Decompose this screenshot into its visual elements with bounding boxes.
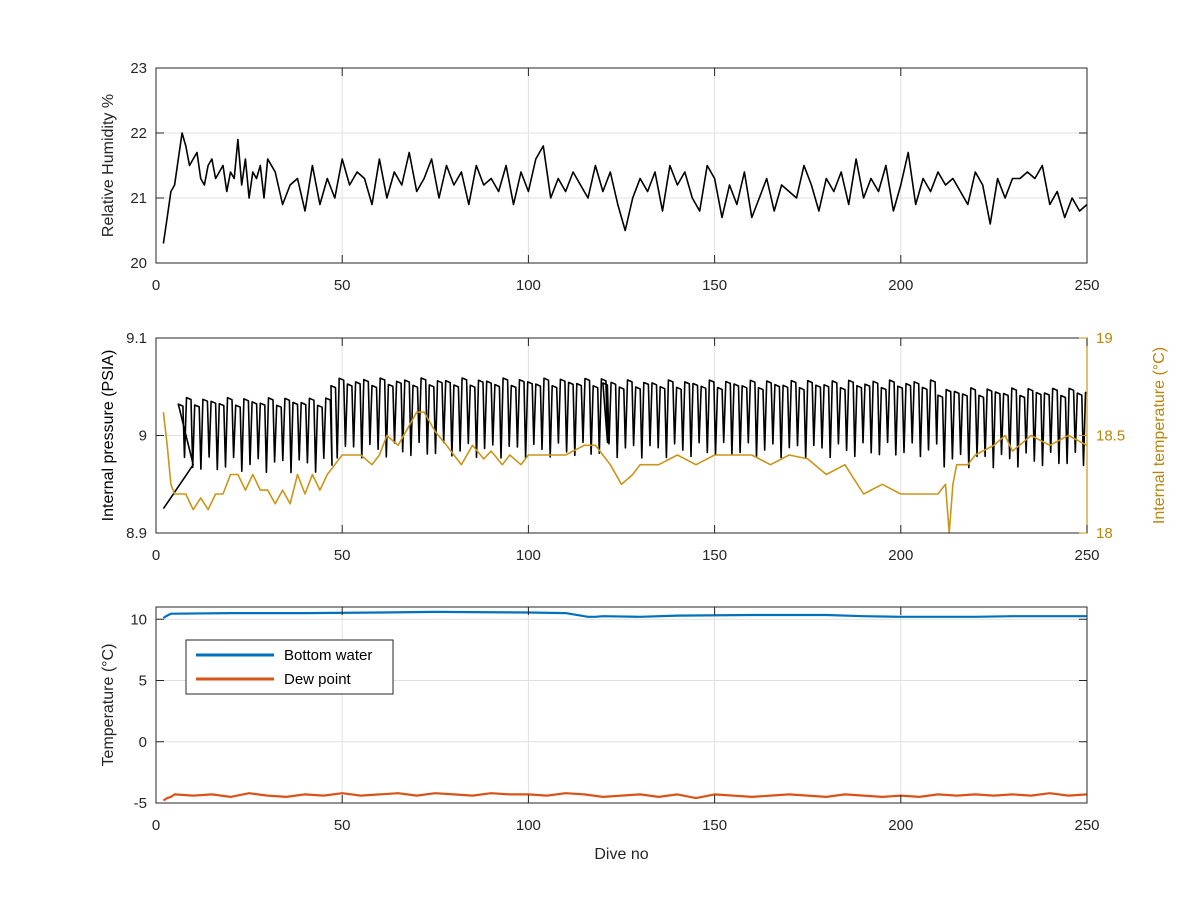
x-tick-label: 150	[702, 277, 727, 294]
legend: Bottom water Dew point	[185, 639, 394, 695]
x-tick-label: 200	[888, 547, 913, 564]
x-tick-label: 200	[888, 277, 913, 294]
series-group	[162, 610, 1087, 802]
y-tick-label: 8.9	[126, 525, 147, 542]
x-tick-label: 0	[152, 277, 160, 294]
y-tick-label: 9.1	[126, 330, 147, 347]
right-y-tick-label: 19	[1096, 330, 1113, 347]
y-tick-label: 23	[130, 60, 147, 77]
y-tick-label: 5	[139, 673, 147, 690]
x-tick-label: 50	[334, 547, 351, 564]
series-line-bottom-water	[162, 610, 1087, 619]
x-tick-label: 100	[516, 817, 541, 834]
axes-frame	[155, 67, 1088, 264]
y-tick-label: 10	[130, 611, 147, 628]
axes-frame	[155, 606, 1088, 804]
water-temperature-panel: 0 50 100 150 200 250 -5 0 5 10 Temperature (°C) Div…	[100, 606, 1100, 863]
legend-box	[185, 639, 394, 695]
y-tick-label: 0	[139, 734, 147, 751]
x-tick-label: 150	[702, 817, 727, 834]
x-tick-label: 0	[152, 547, 160, 564]
right-y-tick-label: 18	[1096, 525, 1113, 542]
y-tick-label: -5	[134, 795, 147, 812]
legend-label-dew-point: Dew point	[284, 671, 352, 688]
series-group	[162, 132, 1087, 244]
x-tick-label: 50	[334, 277, 351, 294]
series-line-secondary	[162, 411, 1087, 534]
legend-label-bottom-water: Bottom water	[284, 647, 372, 664]
series-line-dew-point	[162, 792, 1087, 802]
x-tick-label: 0	[152, 817, 160, 834]
y-tick-label: 21	[130, 190, 147, 207]
y-axis-title: Internal pressure (PSIA)	[100, 350, 117, 522]
x-tick-label: 250	[1074, 817, 1099, 834]
x-tick-label: 50	[334, 817, 351, 834]
y-tick-label: 20	[130, 255, 147, 272]
right-y-axis-title: Internal temperature (°C)	[1151, 347, 1168, 524]
x-tick-label: 100	[516, 547, 541, 564]
y-axis-title: Relative Humidity %	[100, 94, 117, 237]
y-axis-title: Temperature (°C)	[100, 644, 117, 767]
series-line-primary	[162, 132, 1087, 244]
x-tick-label: 250	[1074, 547, 1099, 564]
y-tick-label: 22	[130, 125, 147, 142]
x-tick-label: 150	[702, 547, 727, 564]
right-y-tick-label: 18.5	[1096, 428, 1125, 445]
pressure-temperature-panel: 0 50 100 150 200 250 8.9 9 9.1 18 18.5 19 Internal p…	[100, 330, 1168, 564]
x-tick-label: 200	[888, 817, 913, 834]
y-tick-label: 9	[139, 428, 147, 445]
x-axis-title: Dive no	[594, 846, 648, 863]
series-group	[162, 377, 1087, 534]
series-line-primary	[162, 377, 1087, 510]
humidity-panel: 0 50 100 150 200 250 20 21 22 23 Relative Humidity…	[100, 60, 1100, 294]
x-tick-label: 100	[516, 277, 541, 294]
x-tick-label: 250	[1074, 277, 1099, 294]
